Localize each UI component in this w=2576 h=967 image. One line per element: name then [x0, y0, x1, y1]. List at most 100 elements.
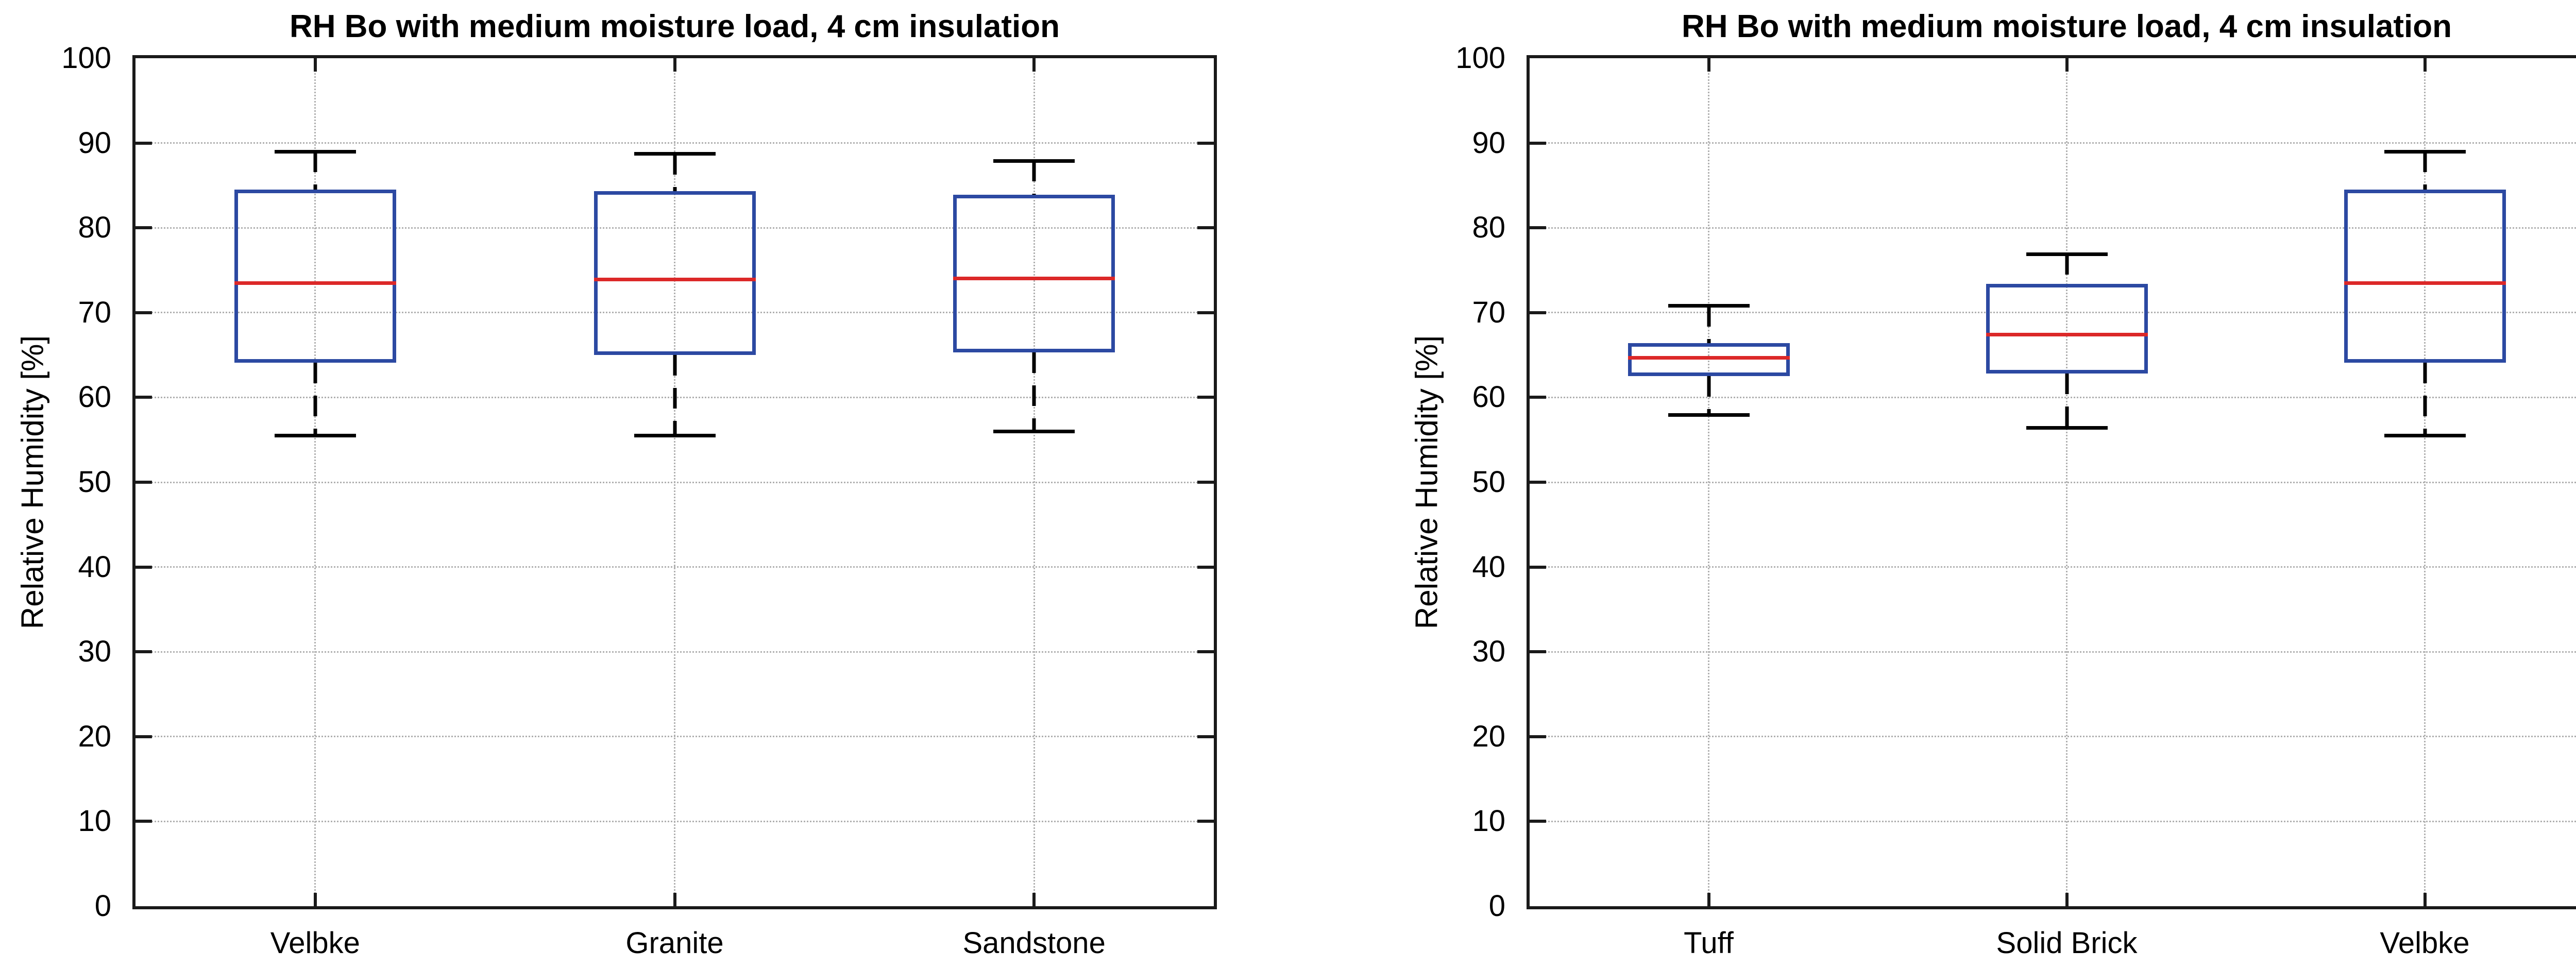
y-gridline [1530, 312, 2576, 314]
lower-whisker-cap [993, 429, 1075, 433]
iqr-box [1986, 283, 2148, 374]
y-gridline [1530, 820, 2576, 822]
lower-whisker-cap [634, 433, 716, 437]
upper-whisker-line [673, 154, 676, 192]
iqr-box [234, 190, 396, 363]
y-tick-mark [1530, 820, 1546, 823]
lower-whisker-cap [2026, 426, 2108, 430]
y-tick-mark [135, 735, 152, 738]
x-tick-mark [1032, 893, 1036, 906]
x-category-label: Velbke [2380, 926, 2470, 960]
y-tick-mark [135, 481, 152, 484]
upper-whisker-cap [634, 152, 716, 156]
upper-whisker-cap [2026, 252, 2108, 256]
lower-whisker-line [2065, 374, 2069, 428]
x-tick-mark [2423, 58, 2427, 72]
x-gridline [2066, 58, 2067, 906]
median-line [1986, 333, 2148, 337]
upper-whisker-cap [2384, 149, 2466, 154]
upper-whisker-cap [993, 159, 1075, 163]
left-plot-title: RH Bo with medium moisture load, 4 cm in… [289, 9, 1060, 44]
y-tick-label: 20 [1472, 719, 1505, 753]
x-gridline [1708, 58, 1709, 906]
y-tick-label: 10 [78, 804, 111, 838]
x-gridline [674, 58, 675, 906]
y-tick-mark [135, 226, 152, 230]
upper-whisker-line [2065, 254, 2069, 284]
iqr-box [2344, 190, 2506, 363]
y-gridline [1530, 651, 2576, 653]
y-tick-mark [1197, 141, 1214, 145]
y-tick-label: 50 [1472, 465, 1505, 499]
y-tick-mark [1530, 735, 1546, 738]
y-tick-mark [1197, 565, 1214, 569]
y-tick-mark [1530, 141, 1546, 145]
lower-whisker-line [2423, 362, 2427, 436]
y-tick-mark [135, 141, 152, 145]
lower-whisker-line [1707, 376, 1710, 415]
median-line [234, 281, 396, 285]
y-tick-label: 40 [1472, 550, 1505, 584]
median-line [953, 277, 1115, 281]
y-tick-mark [1197, 396, 1214, 399]
y-tick-label: 0 [1488, 889, 1505, 923]
x-gridline [2424, 58, 2426, 906]
upper-whisker-line [1707, 306, 1710, 344]
x-tick-mark [313, 893, 317, 906]
y-gridline [1530, 566, 2576, 568]
y-gridline [1530, 481, 2576, 483]
x-tick-mark [1707, 58, 1710, 72]
lower-whisker-cap [2384, 433, 2466, 437]
iqr-box [1628, 343, 1790, 377]
y-tick-mark [1197, 311, 1214, 314]
y-tick-label: 80 [78, 211, 111, 245]
x-tick-mark [2065, 893, 2069, 906]
y-tick-mark [135, 396, 152, 399]
y-tick-mark [1197, 226, 1214, 230]
x-category-label: Sandstone [962, 926, 1106, 960]
left-boxplot-axes: RH Bo with medium moisture load, 4 cm in… [15, 9, 1217, 960]
y-tick-label: 30 [78, 635, 111, 669]
x-gridline [1033, 58, 1035, 906]
y-tick-label: 40 [78, 550, 111, 584]
y-tick-mark [1197, 481, 1214, 484]
y-gridline [1530, 736, 2576, 738]
y-tick-mark [1530, 311, 1546, 314]
y-gridline [1530, 142, 2576, 144]
y-tick-label: 30 [1472, 635, 1505, 669]
y-tick-mark [1530, 226, 1546, 230]
y-tick-label: 90 [78, 126, 111, 160]
lower-whisker-cap [274, 433, 356, 437]
median-line [2344, 281, 2506, 285]
y-tick-label: 70 [78, 295, 111, 329]
y-tick-mark [1530, 481, 1546, 484]
x-tick-mark [673, 58, 676, 72]
x-tick-mark [1032, 58, 1036, 72]
x-category-label: Solid Brick [1996, 926, 2138, 960]
y-tick-label: 80 [1472, 211, 1505, 245]
lower-whisker-line [673, 355, 676, 436]
y-tick-mark [1197, 650, 1214, 654]
x-tick-mark [2423, 893, 2427, 906]
y-tick-label: 50 [78, 465, 111, 499]
x-category-label: Tuff [1684, 926, 1734, 960]
y-tick-mark [1530, 396, 1546, 399]
x-category-label: Granite [625, 926, 724, 960]
y-tick-mark [1530, 565, 1546, 569]
y-gridline [1530, 396, 2576, 398]
y-tick-label: 100 [1455, 41, 1505, 75]
y-tick-mark [135, 650, 152, 654]
y-tick-label: 90 [1472, 126, 1505, 160]
y-tick-mark [135, 565, 152, 569]
y-tick-mark [135, 820, 152, 823]
y-tick-label: 0 [94, 889, 111, 923]
lower-whisker-line [313, 362, 317, 436]
upper-whisker-cap [1668, 304, 1750, 308]
y-tick-label: 20 [78, 719, 111, 753]
y-tick-mark [1530, 650, 1546, 654]
y-tick-mark [1197, 735, 1214, 738]
x-category-label: Velbke [270, 926, 360, 960]
y-tick-mark [1197, 820, 1214, 823]
x-tick-mark [313, 58, 317, 72]
